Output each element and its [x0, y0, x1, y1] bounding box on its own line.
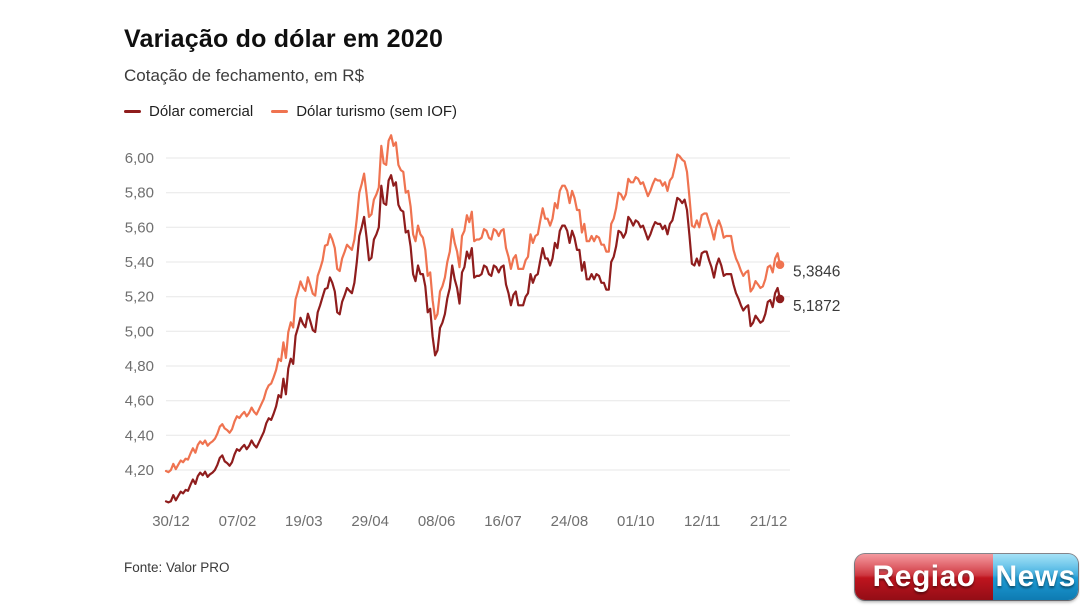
y-axis-tick-label: 5,60: [125, 219, 154, 236]
series-end-dot: [775, 294, 785, 304]
y-axis-tick-label: 6,00: [125, 150, 154, 167]
chart-legend: Dólar comercial Dólar turismo (sem IOF): [124, 103, 457, 120]
series-end-value-label: 5,3846: [793, 264, 840, 281]
legend-item: Dólar comercial: [124, 103, 253, 120]
x-axis-tick-label: 29/04: [351, 513, 389, 530]
y-axis-tick-label: 4,20: [125, 462, 154, 479]
y-axis-tick-label: 5,00: [125, 323, 154, 340]
series-line-turismo: [164, 134, 782, 474]
page-title: Variação do dólar em 2020: [124, 25, 444, 53]
series-end-value-label: 5,1872: [793, 298, 840, 315]
x-axis-tick-label: 07/02: [219, 513, 257, 530]
x-axis-tick-label: 16/07: [484, 513, 522, 530]
legend-label: Dólar turismo (sem IOF): [296, 103, 458, 120]
source-note: Fonte: Valor PRO: [124, 560, 230, 575]
x-axis-tick-label: 21/12: [750, 513, 788, 530]
series-line-comercial: [164, 174, 782, 504]
legend-item: Dólar turismo (sem IOF): [271, 103, 457, 120]
y-axis-tick-label: 4,40: [125, 427, 154, 444]
y-axis-tick-label: 5,80: [125, 185, 154, 202]
legend-dash-icon: [124, 110, 141, 113]
legend-label: Dólar comercial: [149, 103, 254, 120]
x-axis-tick-label: 12/11: [684, 513, 720, 530]
x-axis-tick-label: 01/10: [617, 513, 655, 530]
legend-dash-icon: [271, 110, 289, 113]
y-axis-tick-label: 4,60: [125, 393, 154, 410]
chart-subtitle: Cotação de fechamento, em R$: [124, 66, 365, 85]
x-axis-tick-label: 30/12: [152, 513, 190, 530]
y-axis-tick-label: 5,40: [125, 254, 154, 271]
x-axis-tick-label: 19/03: [285, 513, 323, 530]
regiao-news-logo: Regiao News: [855, 554, 1078, 600]
series-end-dot: [775, 260, 785, 270]
y-axis-tick-label: 4,80: [125, 358, 154, 375]
logo-red-segment: Regiao: [855, 554, 994, 600]
y-axis-tick-label: 5,20: [125, 289, 154, 306]
x-axis-tick-label: 24/08: [551, 513, 589, 530]
logo-blue-segment: News: [993, 554, 1078, 600]
x-axis-tick-label: 08/06: [418, 513, 456, 530]
